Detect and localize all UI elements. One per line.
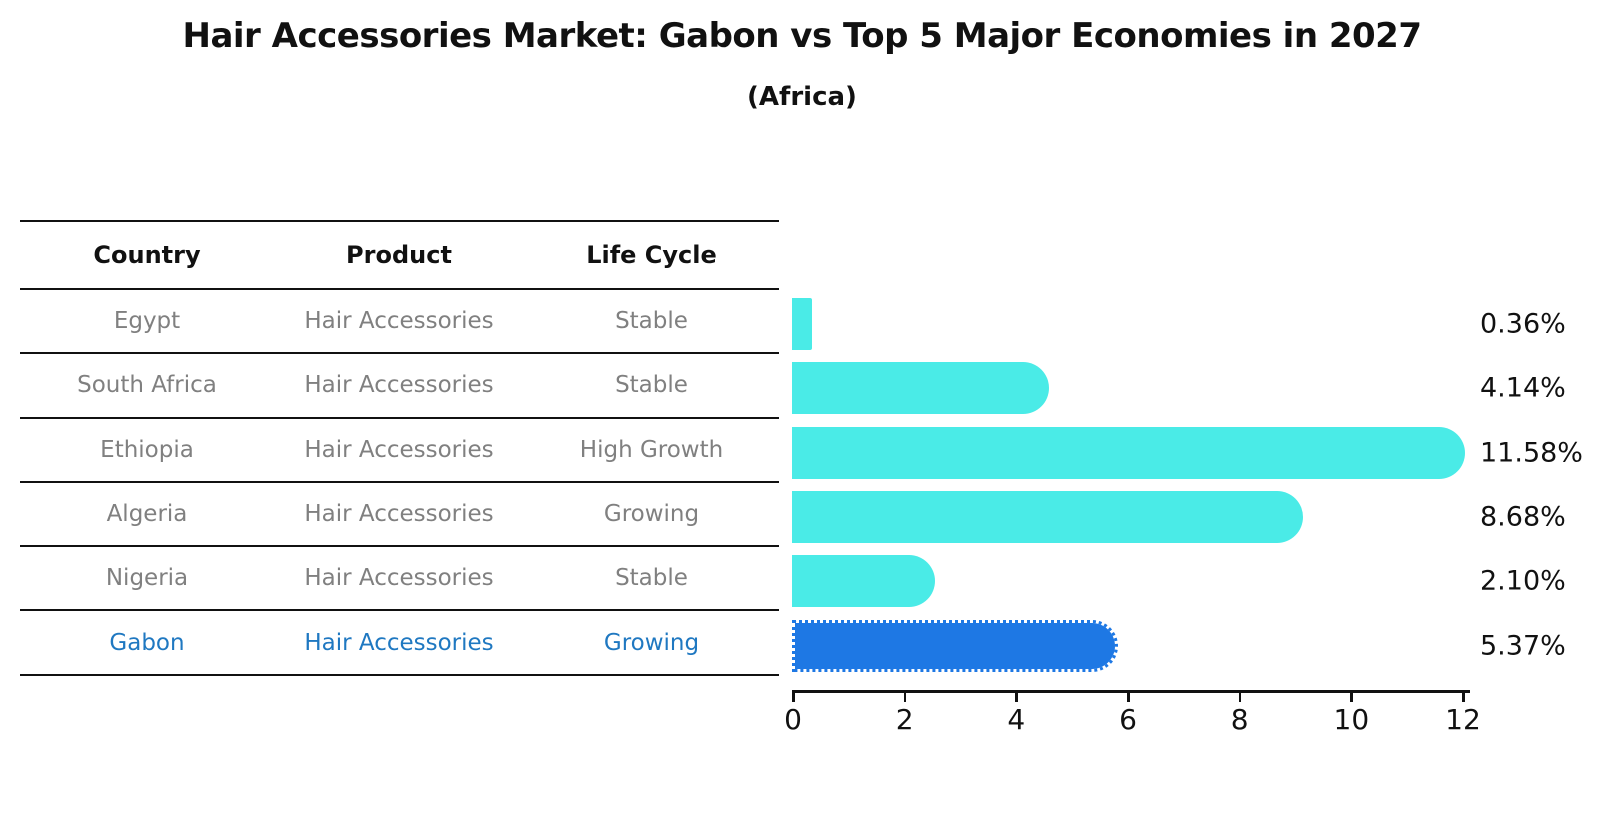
- x-axis-tick-label: 6: [1119, 703, 1137, 736]
- table-header-row: Country Product Life Cycle: [20, 220, 779, 290]
- country-cell: Nigeria: [105, 565, 189, 592]
- table-body: Egypt Hair Accessories Stable South Africa H…: [20, 290, 779, 676]
- value-label-algeria: 8.68%: [1480, 501, 1566, 533]
- bar-nigeria: [792, 555, 936, 608]
- table-row-south-africa: South Africa Hair Accessories Stable: [20, 354, 779, 419]
- life-cycle-cell: Growing: [603, 501, 700, 528]
- country-cell: Ethiopia: [100, 436, 194, 463]
- value-label-nigeria: 2.10%: [1480, 565, 1566, 597]
- country-cell: South Africa: [77, 372, 217, 399]
- table-row-egypt: Egypt Hair Accessories Stable: [20, 290, 779, 355]
- x-axis-tick-label: 0: [784, 703, 802, 736]
- x-axis-tick: [1238, 693, 1242, 702]
- value-label-south-africa: 4.14%: [1480, 372, 1566, 404]
- x-axis-line: [792, 690, 1470, 693]
- comparison-table: Country Product Life Cycle Egypt Hair Acces…: [20, 220, 779, 676]
- bar-ethiopia: [792, 426, 1465, 479]
- x-axis-tick: [1127, 693, 1130, 702]
- chart-subtitle: (Africa): [747, 82, 857, 112]
- table-row-ethiopia: Ethiopia Hair Accessories High Growth: [20, 419, 779, 483]
- x-axis-tick-label: 10: [1333, 703, 1370, 736]
- product-cell: Hair Accessories: [304, 308, 494, 335]
- x-axis-tick: [1462, 693, 1465, 702]
- x-axis-tick-label: 8: [1230, 703, 1249, 736]
- bar-algeria: [792, 490, 1303, 543]
- value-label-ethiopia: 11.58%: [1480, 437, 1583, 469]
- x-axis-tick-label: 4: [1007, 703, 1026, 736]
- column-header-product: Product: [346, 241, 452, 269]
- country-cell: Egypt: [113, 308, 181, 335]
- x-axis-tick: [1350, 693, 1353, 702]
- life-cycle-cell: Stable: [615, 372, 688, 399]
- country-cell: Gabon: [109, 629, 185, 656]
- x-axis-tick-label: 2: [895, 703, 914, 736]
- table-row-algeria: Algeria Hair Accessories Growing: [20, 483, 779, 548]
- product-cell: Hair Accessories: [304, 629, 494, 656]
- life-cycle-cell: Growing: [603, 629, 700, 656]
- x-axis-tick: [1015, 693, 1018, 702]
- column-header-country: Country: [93, 241, 201, 269]
- bar-egypt: [792, 298, 813, 350]
- x-axis-tick-label: 12: [1445, 703, 1481, 736]
- product-cell: Hair Accessories: [304, 501, 494, 528]
- column-header-life-cycle: Life Cycle: [586, 241, 717, 269]
- product-cell: Hair Accessories: [304, 565, 494, 592]
- bar-gabon: [792, 619, 1118, 672]
- chart-title: Hair Accessories Market: Gabon vs Top 5 …: [182, 16, 1422, 56]
- product-cell: Hair Accessories: [304, 436, 494, 463]
- country-cell: Algeria: [106, 501, 188, 528]
- table-row-nigeria: Nigeria Hair Accessories Stable: [20, 547, 779, 612]
- life-cycle-cell: Stable: [615, 308, 688, 335]
- x-axis-tick: [903, 693, 907, 702]
- value-label-gabon: 5.37%: [1480, 630, 1566, 661]
- bar-south-africa: [792, 362, 1050, 415]
- product-cell: Hair Accessories: [304, 372, 494, 399]
- table-row-gabon: Gabon Hair Accessories Growing: [20, 611, 779, 676]
- x-axis-tick: [792, 693, 795, 702]
- life-cycle-cell: High Growth: [579, 436, 724, 463]
- value-label-egypt: 0.36%: [1480, 308, 1566, 340]
- life-cycle-cell: Stable: [615, 565, 688, 592]
